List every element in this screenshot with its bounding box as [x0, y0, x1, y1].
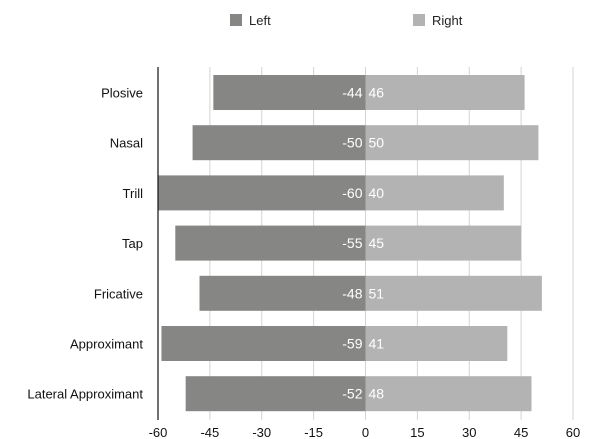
data-label: -59 — [342, 336, 362, 352]
bar-right-plosive — [365, 75, 525, 110]
x-tick-label: 45 — [514, 425, 528, 439]
bar-left-approximant — [161, 326, 366, 361]
data-label: -60 — [342, 185, 362, 201]
category-label: Approximant — [70, 337, 143, 352]
legend: Left Right — [230, 13, 463, 28]
data-label: -48 — [342, 285, 362, 301]
x-tick-labels: -60 -45 -30 -15 0 15 30 45 60 — [149, 425, 581, 439]
bar-left-fricative — [199, 275, 366, 311]
legend-swatch-right — [413, 14, 425, 26]
x-tick-label: -15 — [304, 425, 323, 439]
bar-right-tap — [365, 225, 522, 261]
category-label: Tap — [122, 236, 143, 251]
x-tick-label: 0 — [362, 425, 369, 439]
bar-right-fricative — [365, 275, 542, 311]
legend-swatch-left — [230, 14, 242, 26]
data-label: 45 — [369, 235, 385, 251]
category-labels: Plosive Nasal Trill Tap Fricative Approximant… — [27, 86, 143, 402]
bar-left-nasal — [192, 125, 366, 161]
bars — [158, 75, 542, 412]
bar-right-lateral-approximant — [365, 376, 532, 412]
bar-right-approximant — [365, 326, 508, 361]
data-label: 46 — [369, 85, 385, 101]
bar-left-tap — [175, 225, 366, 261]
data-label: 51 — [369, 285, 385, 301]
x-tick-label: -30 — [252, 425, 271, 439]
data-labels: -44 46 -50 50 -60 40 -55 45 -48 51 -59 41 -52 48 — [342, 85, 384, 402]
data-label: 48 — [369, 386, 385, 402]
category-label: Trill — [123, 186, 144, 201]
bar-right-trill — [365, 175, 504, 211]
x-tick-label: 15 — [410, 425, 424, 439]
data-label: 41 — [369, 336, 385, 352]
legend-label-left: Left — [249, 13, 271, 28]
x-tick-label: 30 — [462, 425, 476, 439]
x-tick-label: -45 — [200, 425, 219, 439]
data-label: -44 — [342, 85, 362, 101]
data-label: -50 — [342, 135, 362, 151]
data-label: 50 — [369, 135, 385, 151]
x-tick-label: -60 — [149, 425, 168, 439]
category-label: Lateral Approximant — [27, 387, 143, 402]
x-tick-label: 60 — [566, 425, 580, 439]
category-label: Nasal — [110, 136, 143, 151]
data-label: 40 — [369, 185, 385, 201]
data-label: -55 — [342, 235, 362, 251]
bar-left-plosive — [213, 75, 366, 110]
bar-right-nasal — [365, 125, 539, 161]
data-label: -52 — [342, 386, 362, 402]
legend-label-right: Right — [432, 13, 463, 28]
category-label: Plosive — [101, 86, 143, 101]
bar-left-trill — [158, 175, 366, 211]
bar-left-lateral-approximant — [185, 376, 366, 412]
category-label: Fricative — [94, 286, 143, 301]
